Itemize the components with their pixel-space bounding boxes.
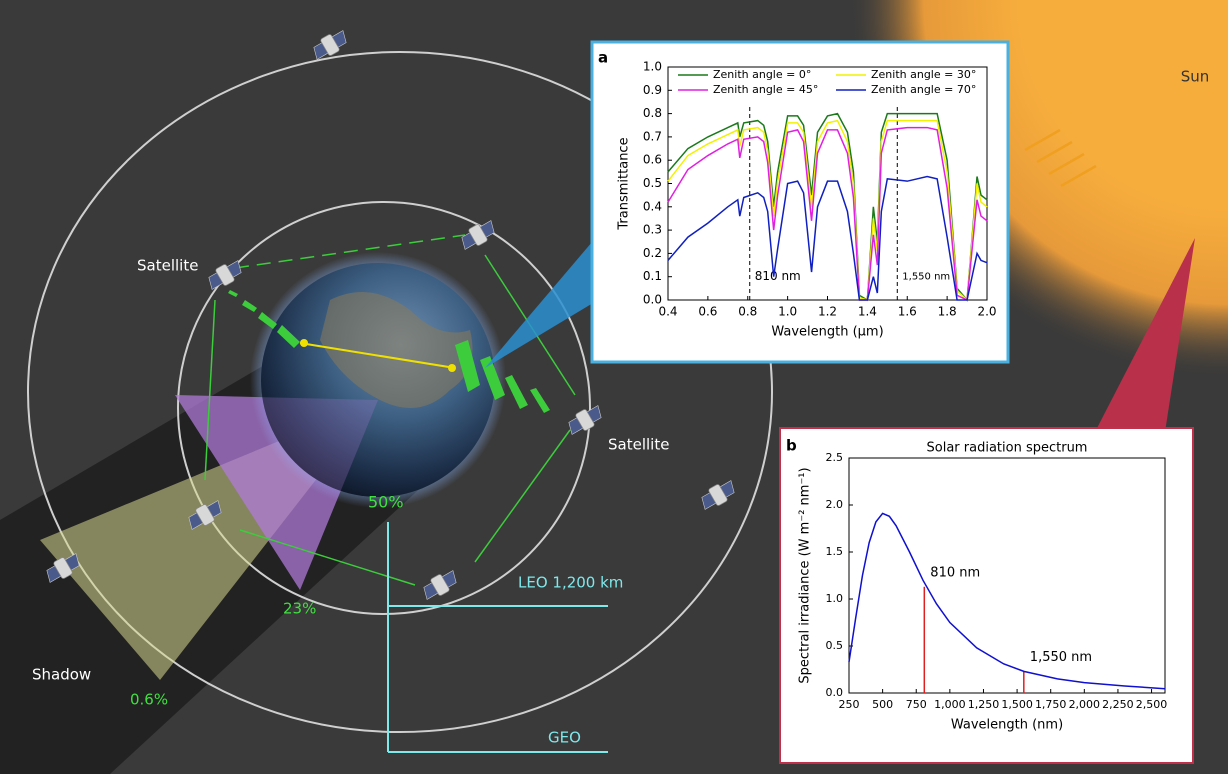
x-axis-label: Wavelength (nm): [951, 718, 1063, 733]
x-tick-label: 1,250: [968, 698, 1000, 711]
marker-label: 1,550 nm: [1030, 650, 1092, 665]
y-tick-label: 1.5: [826, 545, 844, 558]
shadow-label: Shadow: [32, 666, 91, 684]
x-tick-label: 1.0: [778, 305, 797, 319]
y-tick-label: 0.0: [826, 686, 844, 699]
y-tick-label: 0.3: [643, 223, 662, 237]
y-tick-label: 2.0: [826, 498, 844, 511]
x-tick-label: 0.6: [698, 305, 717, 319]
x-tick-label: 2.0: [977, 305, 996, 319]
x-tick-label: 500: [872, 698, 893, 711]
coverage-label: 0.6%: [130, 691, 168, 709]
x-tick-label: 750: [906, 698, 927, 711]
y-tick-label: 0.6: [643, 153, 662, 167]
coverage-label: 50%: [368, 493, 404, 512]
x-tick-label: 1,500: [1001, 698, 1033, 711]
figure: Sun Satellite Satellite Shadow 50% 23% 0…: [0, 0, 1228, 774]
ground-station: [448, 364, 456, 372]
legend-label: Zenith angle = 30°: [871, 68, 976, 81]
x-axis-label: Wavelength (μm): [771, 325, 883, 340]
y-tick-label: 0.8: [643, 106, 662, 120]
x-tick-label: 1.2: [818, 305, 837, 319]
satellite-label: Satellite: [137, 257, 198, 275]
y-tick-label: 0.4: [643, 199, 662, 213]
y-axis-label: Spectral irradiance (W m⁻² nm⁻¹): [798, 467, 813, 683]
y-tick-label: 2.5: [826, 451, 844, 464]
x-tick-label: 2,250: [1102, 698, 1134, 711]
marker-label: 810 nm: [930, 565, 980, 580]
x-tick-label: 1.6: [898, 305, 917, 319]
legend-label: Zenith angle = 0°: [713, 68, 811, 81]
panel-label: b: [786, 437, 797, 455]
panel-label: a: [598, 49, 608, 67]
satellite-label: Satellite: [608, 436, 669, 454]
y-tick-label: 0.2: [643, 246, 662, 260]
x-tick-label: 1,000: [934, 698, 966, 711]
x-tick-label: 1,750: [1035, 698, 1067, 711]
y-tick-label: 0.9: [643, 83, 662, 97]
chart-title: Solar radiation spectrum: [927, 441, 1088, 456]
coverage-label: 23%: [283, 600, 316, 618]
x-tick-label: 250: [839, 698, 860, 711]
orbit-label: LEO 1,200 km: [518, 574, 623, 592]
y-tick-label: 0.0: [643, 293, 662, 307]
legend-label: Zenith angle = 45°: [713, 83, 818, 96]
y-tick-label: 0.7: [643, 129, 662, 143]
marker-label: 810 nm: [755, 269, 801, 283]
marker-label: 1,550 nm: [902, 272, 950, 283]
y-tick-label: 0.1: [643, 269, 662, 283]
x-tick-label: 2,500: [1136, 698, 1168, 711]
sun-label: Sun: [1181, 68, 1210, 86]
x-tick-label: 2,000: [1069, 698, 1101, 711]
ground-station: [300, 339, 308, 347]
x-tick-label: 0.4: [658, 305, 677, 319]
x-tick-label: 1.8: [938, 305, 957, 319]
x-tick-label: 1.4: [858, 305, 877, 319]
y-axis-label: Transmittance: [617, 137, 632, 230]
orbit-label: GEO: [548, 729, 581, 747]
legend-label: Zenith angle = 70°: [871, 83, 976, 96]
y-tick-label: 0.5: [643, 176, 662, 190]
y-tick-label: 1.0: [643, 60, 662, 74]
x-tick-label: 0.8: [738, 305, 757, 319]
y-tick-label: 1.0: [826, 592, 844, 605]
y-tick-label: 0.5: [826, 639, 844, 652]
